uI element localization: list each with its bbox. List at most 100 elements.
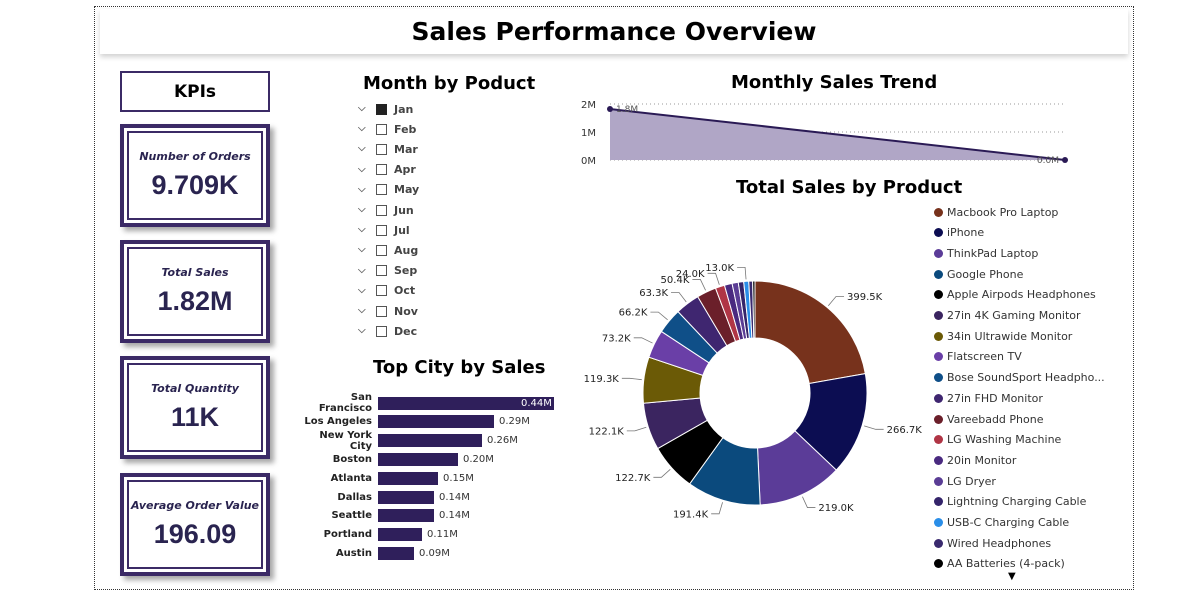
legend-item[interactable]: Flatscreen TV	[934, 349, 1022, 365]
month-option-mar[interactable]: ⌵ Mar	[358, 140, 418, 158]
kpi-card-total-sales[interactable]: Total Sales 1.82M	[120, 240, 270, 343]
slice-data-label: 119.3K	[584, 374, 620, 385]
kpi-card-total-quantity[interactable]: Total Quantity 11K	[120, 356, 270, 459]
legend-scroll-down-icon[interactable]: ▼	[1008, 571, 1016, 582]
legend-item[interactable]: Macbook Pro Laptop	[934, 204, 1058, 220]
city-bar[interactable]	[378, 546, 414, 560]
month-option-sep[interactable]: ⌵ Sep	[358, 262, 417, 280]
city-bar[interactable]	[378, 452, 458, 466]
chevron-down-icon[interactable]: ⌵	[358, 244, 366, 256]
legend-item[interactable]: 27in FHD Monitor	[934, 390, 1043, 406]
city-bar[interactable]	[378, 528, 422, 542]
checkbox[interactable]	[376, 184, 387, 196]
point-data-label: 0.0M	[1037, 156, 1059, 166]
city-bar[interactable]	[378, 415, 494, 429]
month-option-may[interactable]: ⌵ May	[358, 181, 419, 199]
city-bar[interactable]	[378, 471, 438, 485]
legend-swatch	[934, 352, 943, 362]
kpi-card-average-order-value[interactable]: Average Order Value 196.09	[120, 473, 270, 576]
legend-item[interactable]: Lightning Charging Cable	[934, 494, 1086, 510]
chevron-down-icon[interactable]: ⌵	[358, 305, 366, 316]
city-bar-row[interactable]: Portland 0.11M	[296, 527, 458, 543]
city-bar-row[interactable]: Boston 0.20M	[296, 451, 494, 467]
kpi-label: Total Quantity	[151, 382, 239, 395]
legend-swatch	[934, 538, 943, 548]
checkbox[interactable]	[376, 265, 387, 277]
chevron-down-icon[interactable]: ⌵	[358, 284, 366, 296]
month-option-apr[interactable]: ⌵ Apr	[358, 161, 416, 179]
legend-swatch	[934, 248, 943, 258]
legend-swatch	[934, 497, 943, 507]
legend-label: ThinkPad Laptop	[947, 246, 1039, 260]
slice-data-label: 24.0K	[676, 269, 705, 280]
trend-chart-title: Monthly Sales Trend	[731, 72, 938, 93]
month-option-jul[interactable]: ⌵ Jul	[358, 221, 410, 239]
legend-item[interactable]: LG Dryer	[934, 473, 996, 489]
slice-data-label: 50.4K	[661, 275, 690, 286]
legend-item[interactable]: Wired Headphones	[934, 535, 1051, 551]
chevron-down-icon[interactable]: ⌵	[358, 325, 366, 337]
month-option-oct[interactable]: ⌵ Oct	[358, 282, 415, 300]
city-data-label: 0.14M	[439, 491, 470, 503]
month-option-aug[interactable]: ⌵ Aug	[358, 241, 418, 259]
month-label: Oct	[394, 284, 416, 298]
checkbox[interactable]	[376, 224, 387, 236]
city-bar[interactable]	[378, 396, 554, 410]
legend-item[interactable]: 27in 4K Gaming Monitor	[934, 308, 1081, 324]
month-label: May	[394, 183, 420, 197]
checkbox[interactable]	[376, 164, 387, 176]
month-option-jan[interactable]: ⌵ Jan	[358, 100, 413, 118]
checkbox[interactable]	[376, 244, 387, 256]
legend-item[interactable]: iPhone	[934, 225, 984, 241]
chevron-down-icon[interactable]: ⌵	[358, 264, 366, 276]
checkbox[interactable]	[376, 325, 387, 337]
city-bar-row[interactable]: New York City 0.26M	[296, 430, 518, 452]
legend-item[interactable]: Apple Airpods Headphones	[934, 287, 1096, 303]
chevron-down-icon[interactable]: ⌵	[358, 204, 366, 215]
chevron-down-icon[interactable]: ⌵	[358, 183, 366, 195]
legend-item[interactable]: ThinkPad Laptop	[934, 245, 1038, 261]
kpi-label: Total Sales	[161, 266, 229, 279]
legend-item[interactable]: Bose SoundSport Headpho...	[934, 370, 1105, 386]
legend-item[interactable]: AA Batteries (4-pack)	[934, 556, 1065, 572]
chevron-down-icon[interactable]: ⌵	[358, 143, 366, 155]
city-bar-row[interactable]: Los Angeles 0.29M	[296, 414, 530, 430]
city-bar[interactable]	[378, 490, 434, 504]
checkbox[interactable]	[376, 103, 387, 115]
checkbox[interactable]	[376, 305, 387, 317]
city-tick-label: Atlanta	[330, 472, 372, 484]
month-option-nov[interactable]: ⌵ Nov	[358, 302, 418, 320]
legend-item[interactable]: LG Washing Machine	[934, 432, 1061, 448]
chevron-down-icon[interactable]: ⌵	[358, 224, 366, 236]
checkbox[interactable]	[376, 143, 387, 155]
legend-swatch	[934, 476, 943, 486]
legend-item[interactable]: USB-C Charging Cable	[934, 515, 1069, 531]
city-bar-row[interactable]: Atlanta 0.15M	[296, 470, 474, 486]
pie-slice[interactable]	[754, 280, 866, 385]
chevron-down-icon[interactable]: ⌵	[358, 123, 366, 135]
checkbox[interactable]	[376, 123, 387, 135]
city-bar[interactable]	[378, 509, 434, 523]
legend-item[interactable]: Google Phone	[934, 266, 1023, 282]
checkbox[interactable]	[376, 204, 387, 216]
city-data-label: 0.15M	[443, 472, 474, 484]
city-bar-row[interactable]: Seattle 0.14M	[296, 508, 470, 524]
y-tick-label: 1M	[581, 128, 596, 139]
chevron-down-icon[interactable]: ⌵	[358, 103, 366, 114]
chevron-down-icon[interactable]: ⌵	[358, 163, 366, 175]
data-point	[607, 106, 613, 113]
legend-item[interactable]: Vareebadd Phone	[934, 411, 1044, 427]
city-bar-row[interactable]: Austin 0.09M	[296, 545, 450, 561]
city-bar-row[interactable]: Dallas 0.14M	[296, 489, 470, 505]
month-option-feb[interactable]: ⌵ Feb	[358, 120, 416, 138]
month-slicer-title: Month by Poduct	[363, 73, 536, 94]
month-option-dec[interactable]: ⌵ Dec	[358, 322, 417, 340]
legend-item[interactable]: 20in Monitor	[934, 452, 1016, 468]
checkbox[interactable]	[376, 285, 387, 297]
city-bar-row[interactable]: San Francisco 0.44M	[296, 392, 554, 414]
legend-item[interactable]: 34in Ultrawide Monitor	[934, 328, 1072, 344]
kpi-card-orders[interactable]: Number of Orders 9.709K	[120, 124, 270, 227]
month-option-jun[interactable]: ⌵ Jun	[358, 201, 414, 219]
city-bar[interactable]	[378, 434, 482, 448]
pie-slice[interactable]	[752, 280, 756, 339]
